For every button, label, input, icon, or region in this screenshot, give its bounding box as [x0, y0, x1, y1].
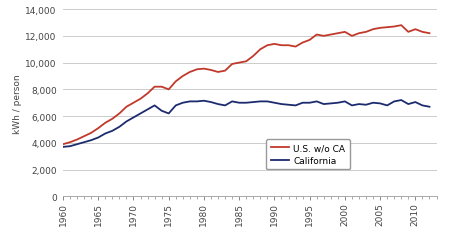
U.S. w/o CA — [60, 143, 66, 146]
California — [60, 146, 66, 149]
U.S. w/o CA — [272, 43, 277, 46]
Legend: U.S. w/o CA, California: U.S. w/o CA, California — [266, 139, 350, 170]
California — [399, 99, 404, 102]
U.S. w/o CA — [399, 24, 404, 27]
U.S. w/o CA — [342, 31, 347, 34]
U.S. w/o CA — [427, 33, 432, 36]
Line: U.S. w/o CA: U.S. w/o CA — [63, 26, 429, 145]
U.S. w/o CA — [159, 86, 164, 89]
Line: California: California — [63, 101, 429, 147]
U.S. w/o CA — [384, 26, 390, 29]
California — [342, 101, 347, 104]
California — [159, 110, 164, 113]
U.S. w/o CA — [293, 46, 298, 49]
California — [427, 106, 432, 109]
California — [272, 102, 277, 105]
U.S. w/o CA — [279, 45, 284, 48]
California — [293, 105, 298, 108]
Y-axis label: kWh / person: kWh / person — [14, 74, 22, 133]
California — [384, 105, 390, 108]
California — [279, 103, 284, 106]
